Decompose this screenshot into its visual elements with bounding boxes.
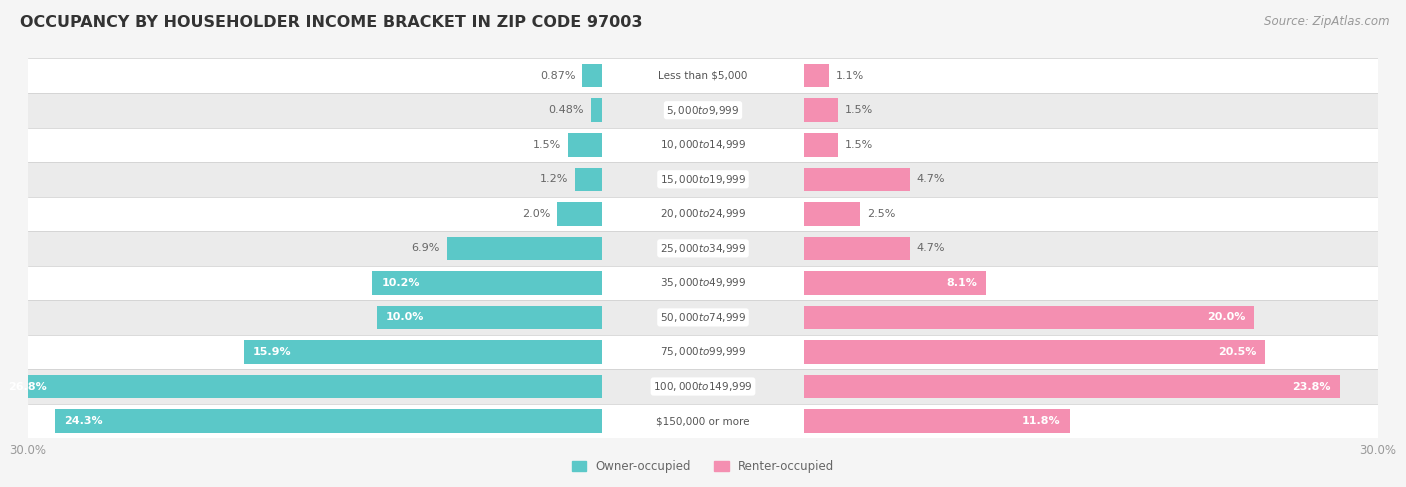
Text: 4.7%: 4.7% bbox=[917, 244, 945, 253]
Bar bbox=[804, 98, 838, 122]
Text: Less than $5,000: Less than $5,000 bbox=[658, 71, 748, 81]
Text: $50,000 to $74,999: $50,000 to $74,999 bbox=[659, 311, 747, 324]
Bar bbox=[55, 409, 602, 433]
Bar bbox=[591, 98, 602, 122]
Text: $150,000 or more: $150,000 or more bbox=[657, 416, 749, 426]
Bar bbox=[28, 162, 1378, 197]
Bar bbox=[245, 340, 602, 364]
Text: Source: ZipAtlas.com: Source: ZipAtlas.com bbox=[1264, 15, 1389, 28]
Bar bbox=[804, 168, 910, 191]
Text: 2.5%: 2.5% bbox=[868, 209, 896, 219]
Bar bbox=[804, 133, 838, 156]
Text: 4.7%: 4.7% bbox=[917, 174, 945, 184]
Bar bbox=[28, 300, 1378, 335]
Bar bbox=[568, 133, 602, 156]
Text: $25,000 to $34,999: $25,000 to $34,999 bbox=[659, 242, 747, 255]
Legend: Owner-occupied, Renter-occupied: Owner-occupied, Renter-occupied bbox=[567, 455, 839, 478]
Bar bbox=[28, 265, 1378, 300]
Bar bbox=[447, 237, 602, 260]
Text: 1.1%: 1.1% bbox=[835, 71, 863, 81]
Text: $100,000 to $149,999: $100,000 to $149,999 bbox=[654, 380, 752, 393]
Text: 20.0%: 20.0% bbox=[1206, 313, 1246, 322]
Text: $35,000 to $49,999: $35,000 to $49,999 bbox=[659, 277, 747, 289]
Bar bbox=[0, 375, 602, 398]
Text: 11.8%: 11.8% bbox=[1022, 416, 1060, 426]
Bar bbox=[804, 237, 910, 260]
Bar bbox=[804, 409, 1070, 433]
Bar bbox=[28, 128, 1378, 162]
Bar bbox=[804, 202, 860, 225]
Text: $20,000 to $24,999: $20,000 to $24,999 bbox=[659, 207, 747, 220]
Text: $15,000 to $19,999: $15,000 to $19,999 bbox=[659, 173, 747, 186]
Text: 8.1%: 8.1% bbox=[946, 278, 977, 288]
Bar bbox=[557, 202, 602, 225]
Bar bbox=[28, 369, 1378, 404]
Bar bbox=[28, 404, 1378, 438]
Bar bbox=[582, 64, 602, 88]
Bar bbox=[28, 197, 1378, 231]
Text: $5,000 to $9,999: $5,000 to $9,999 bbox=[666, 104, 740, 117]
Text: OCCUPANCY BY HOUSEHOLDER INCOME BRACKET IN ZIP CODE 97003: OCCUPANCY BY HOUSEHOLDER INCOME BRACKET … bbox=[20, 15, 643, 30]
Text: 10.2%: 10.2% bbox=[381, 278, 420, 288]
Bar bbox=[804, 271, 987, 295]
Bar bbox=[28, 58, 1378, 93]
Text: 1.5%: 1.5% bbox=[533, 140, 561, 150]
Bar bbox=[377, 306, 602, 329]
Bar bbox=[804, 340, 1265, 364]
Text: 0.87%: 0.87% bbox=[540, 71, 575, 81]
Text: 20.5%: 20.5% bbox=[1218, 347, 1257, 357]
Bar bbox=[373, 271, 602, 295]
Bar bbox=[575, 168, 602, 191]
Text: 0.48%: 0.48% bbox=[548, 105, 585, 115]
Text: 15.9%: 15.9% bbox=[253, 347, 291, 357]
Bar bbox=[804, 375, 1340, 398]
Text: 26.8%: 26.8% bbox=[8, 381, 46, 392]
Text: 23.8%: 23.8% bbox=[1292, 381, 1330, 392]
Text: 1.2%: 1.2% bbox=[540, 174, 568, 184]
Text: 1.5%: 1.5% bbox=[845, 140, 873, 150]
Bar bbox=[804, 306, 1254, 329]
Text: 6.9%: 6.9% bbox=[412, 244, 440, 253]
Bar bbox=[804, 64, 830, 88]
Text: $10,000 to $14,999: $10,000 to $14,999 bbox=[659, 138, 747, 151]
Text: $75,000 to $99,999: $75,000 to $99,999 bbox=[659, 345, 747, 358]
Text: 2.0%: 2.0% bbox=[522, 209, 550, 219]
Bar bbox=[28, 93, 1378, 128]
Text: 10.0%: 10.0% bbox=[385, 313, 425, 322]
Bar bbox=[28, 231, 1378, 265]
Text: 1.5%: 1.5% bbox=[845, 105, 873, 115]
Text: 24.3%: 24.3% bbox=[65, 416, 103, 426]
Bar bbox=[28, 335, 1378, 369]
